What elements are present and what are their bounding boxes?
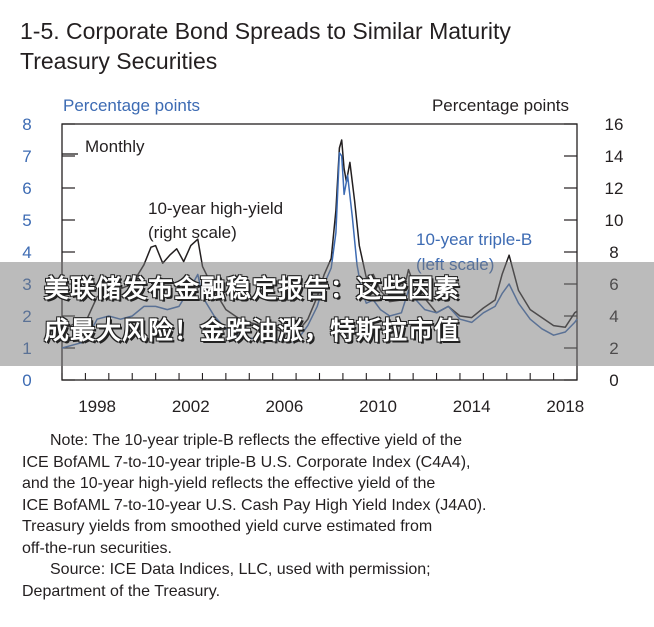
x-tick-label: 2002 [172, 397, 210, 416]
right-tick-label: 14 [605, 147, 624, 166]
left-tick-label: 0 [22, 371, 31, 390]
left-tick-label: 8 [22, 115, 31, 134]
triple-b-label: 10-year triple-B [416, 230, 532, 249]
left-tick-label: 5 [22, 211, 31, 230]
left-tick-label: 6 [22, 179, 31, 198]
frequency-label: Monthly [85, 137, 145, 156]
overlay-headline[interactable]: 美联储发布金融稳定报告：这些因素 成最大风险！金跌油涨，特斯拉市值 [44, 268, 634, 352]
right-tick-label: 8 [609, 243, 618, 262]
high-yield-label: 10-year high-yield [148, 199, 283, 218]
overlay-banner [0, 262, 654, 366]
right-tick-label: 16 [605, 115, 624, 134]
note-line: ICE BofAML 7-to-10-year U.S. Cash Pay Hi… [22, 496, 487, 514]
figure-title-line1: 1-5. Corporate Bond Spreads to Similar M… [20, 18, 511, 44]
x-tick-label: 2018 [546, 397, 584, 416]
left-tick-label: 4 [22, 243, 31, 262]
x-tick-label: 2014 [453, 397, 491, 416]
source-line: Source: ICE Data Indices, LLC, used with… [50, 561, 431, 578]
x-tick-label: 2006 [265, 397, 303, 416]
figure-title-line2: Treasury Securities [20, 48, 218, 74]
note-line: Note: The 10-year triple-B reflects the … [50, 432, 463, 449]
note-line: Treasury yields from smoothed yield curv… [22, 518, 433, 535]
x-tick-label: 2010 [359, 397, 397, 416]
right-axis-label: Percentage points [432, 96, 569, 115]
x-tick-label: 1998 [78, 397, 116, 416]
x-axis-ticks: 1998 2002 2006 2010 2014 2018 [61, 373, 584, 416]
figure-notes: Note: The 10-year triple-B reflects the … [22, 430, 642, 602]
right-tick-label: 12 [605, 179, 624, 198]
left-axis-label: Percentage points [63, 96, 200, 115]
right-tick-label: 0 [609, 371, 618, 390]
note-line: off-the-run securities. [22, 539, 172, 557]
figure-title: 1-5. Corporate Bond Spreads to Similar M… [20, 16, 640, 76]
left-tick-label: 7 [22, 147, 31, 166]
right-tick-label: 10 [605, 211, 624, 230]
note-line: and the 10-year high-yield reflects the … [22, 475, 436, 492]
source-line: Department of the Treasury. [22, 582, 221, 600]
high-yield-scale-label: (right scale) [148, 223, 237, 242]
overlay-headline-line2: 成最大风险！金跌油涨，特斯拉市值 [44, 316, 461, 345]
note-line: ICE BofAML 7-to-10-year triple-B U.S. Co… [22, 453, 471, 471]
overlay-headline-line1: 美联储发布金融稳定报告：这些因素 [44, 274, 461, 303]
